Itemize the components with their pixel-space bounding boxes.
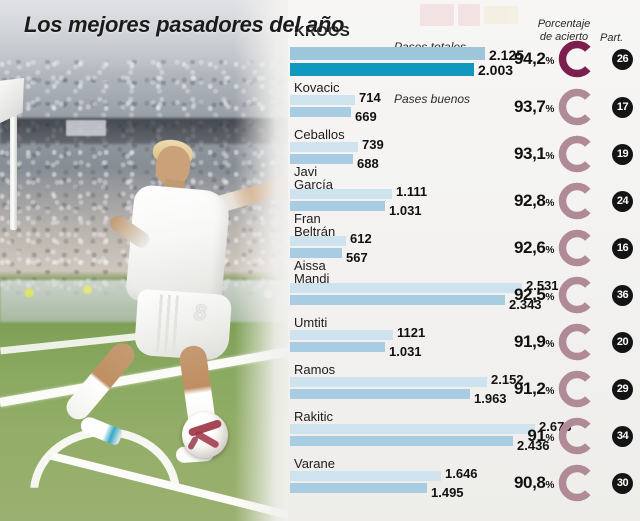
bar-total-3 — [290, 142, 358, 152]
accuracy-ring-1 — [556, 38, 598, 80]
watermark-logo — [412, 2, 524, 28]
header-percentage: Porcentaje de acierto — [537, 18, 591, 43]
participation-badge-7: 20 — [612, 332, 633, 353]
bar-total-7 — [290, 330, 393, 340]
header-participation: Part. — [600, 32, 624, 44]
value-total-7: 1121 — [397, 325, 426, 340]
accuracy-ring-3 — [556, 133, 598, 175]
accuracy-ring-7 — [556, 321, 598, 363]
accuracy-percent-2: 93,7% — [514, 97, 554, 116]
participation-badge-1: 26 — [612, 49, 633, 70]
player-name-10: Varane — [294, 456, 335, 471]
value-good-4: 1.031 — [389, 203, 422, 218]
bar-total-2 — [290, 95, 355, 105]
value-total-4: 1.111 — [396, 184, 428, 199]
value-good-10: 1.495 — [431, 485, 464, 500]
value-good-1: 2.003 — [478, 62, 514, 78]
accuracy-percent-7: 91,9% — [514, 332, 554, 351]
participation-badge-3: 19 — [612, 144, 633, 165]
bar-good-7 — [290, 342, 385, 352]
value-total-8: 2.152 — [491, 372, 524, 387]
value-good-8: 1.963 — [474, 391, 507, 406]
value-good-3: 688 — [357, 156, 379, 171]
value-total-1: 2.125 — [489, 47, 525, 63]
bar-good-2 — [290, 107, 351, 117]
bar-total-10 — [290, 471, 441, 481]
participation-badge-4: 24 — [612, 191, 633, 212]
accuracy-ring-6 — [556, 274, 598, 316]
value-total-2: 714 — [359, 90, 381, 105]
value-good-2: 669 — [355, 109, 377, 124]
player-photo: 8 — [0, 0, 292, 521]
bar-good-3 — [290, 154, 353, 164]
player-name-1: KROOS — [294, 23, 351, 40]
player-name-7: Umtiti — [294, 315, 328, 330]
player-name-9: Rakitic — [294, 409, 334, 424]
football — [182, 412, 228, 458]
participation-badge-10: 30 — [612, 473, 633, 494]
bar-total-8 — [290, 377, 487, 387]
player-name-6: Aissa Mandi — [294, 258, 330, 286]
participation-badge-5: 16 — [612, 238, 633, 259]
accuracy-ring-4 — [556, 180, 598, 222]
bar-good-10 — [290, 483, 427, 493]
player-name-3: Ceballos — [294, 127, 345, 142]
accuracy-ring-2 — [556, 86, 598, 128]
corner-flag — [0, 78, 28, 230]
player-name-8: Ramos — [294, 362, 336, 377]
player-name-4: Javi García — [294, 164, 334, 192]
value-total-10: 1.646 — [445, 466, 478, 481]
value-good-6: 2.343 — [509, 297, 542, 312]
accuracy-ring-10 — [556, 462, 598, 504]
legend-good-passes: Pases buenos — [394, 92, 471, 106]
accuracy-percent-5: 92,6% — [514, 238, 554, 257]
participation-badge-2: 17 — [612, 97, 633, 118]
accuracy-percent-4: 92,8% — [514, 191, 554, 210]
value-total-3: 739 — [362, 137, 384, 152]
bar-good-9 — [290, 436, 513, 446]
bar-good-5 — [290, 248, 342, 258]
value-total-6: 2.531 — [526, 278, 559, 293]
bar-total-5 — [290, 236, 346, 246]
bar-total-9 — [290, 424, 535, 434]
accuracy-ring-8 — [556, 368, 598, 410]
value-good-5: 567 — [346, 250, 368, 265]
accuracy-ring-9 — [556, 415, 598, 457]
value-good-7: 1.031 — [389, 344, 422, 359]
player-name-2: Kovacic — [294, 80, 340, 95]
scoreboard — [66, 120, 106, 136]
accuracy-percent-1: 94,2% — [514, 49, 554, 68]
bar-good-1 — [290, 63, 474, 76]
accuracy-percent-6: 92,5% — [514, 285, 554, 304]
participation-badge-6: 36 — [612, 285, 633, 306]
participation-badge-9: 34 — [612, 426, 633, 447]
accuracy-ring-5 — [556, 227, 598, 269]
accuracy-percent-10: 90,8% — [514, 473, 554, 492]
bar-total-4 — [290, 189, 392, 199]
bar-good-4 — [290, 201, 385, 211]
shirt-number: 8 — [194, 300, 207, 325]
bar-total-1 — [290, 47, 485, 60]
value-good-9: 2.436 — [517, 438, 550, 453]
player-figure: 8 — [61, 137, 292, 480]
player-name-5: Fran Beltrán — [294, 211, 336, 239]
accuracy-percent-3: 93,1% — [514, 144, 554, 163]
value-total-5: 612 — [350, 231, 372, 246]
bar-good-6 — [290, 295, 505, 305]
accuracy-percent-9: 91% — [527, 426, 554, 445]
bar-good-8 — [290, 389, 470, 399]
bar-total-6 — [290, 283, 522, 293]
accuracy-percent-8: 91,2% — [514, 379, 554, 398]
page-title: Los mejores pasadores del año — [24, 12, 345, 37]
participation-badge-8: 29 — [612, 379, 633, 400]
